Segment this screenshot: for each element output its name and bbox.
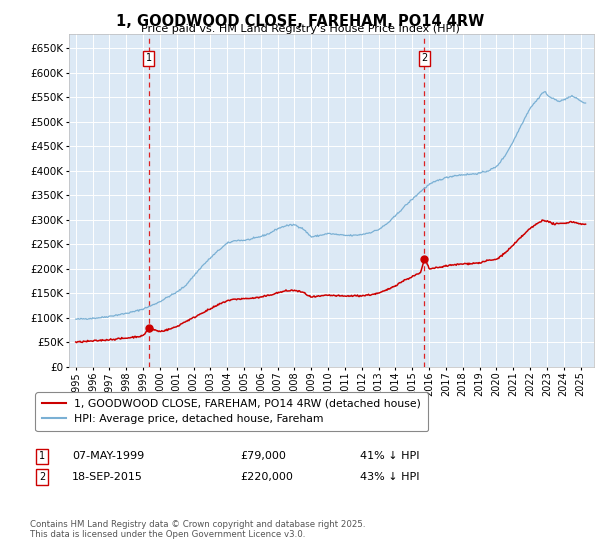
Text: 07-MAY-1999: 07-MAY-1999 (72, 451, 144, 461)
Text: £220,000: £220,000 (240, 472, 293, 482)
Legend: 1, GOODWOOD CLOSE, FAREHAM, PO14 4RW (detached house), HPI: Average price, detac: 1, GOODWOOD CLOSE, FAREHAM, PO14 4RW (de… (35, 393, 428, 431)
Text: Contains HM Land Registry data © Crown copyright and database right 2025.
This d: Contains HM Land Registry data © Crown c… (30, 520, 365, 539)
Text: 1: 1 (146, 53, 152, 63)
Text: £79,000: £79,000 (240, 451, 286, 461)
Text: 1, GOODWOOD CLOSE, FAREHAM, PO14 4RW: 1, GOODWOOD CLOSE, FAREHAM, PO14 4RW (116, 14, 484, 29)
Text: 1: 1 (39, 451, 45, 461)
Text: Price paid vs. HM Land Registry's House Price Index (HPI): Price paid vs. HM Land Registry's House … (140, 24, 460, 34)
Text: 41% ↓ HPI: 41% ↓ HPI (360, 451, 419, 461)
Text: 2: 2 (421, 53, 428, 63)
Text: 43% ↓ HPI: 43% ↓ HPI (360, 472, 419, 482)
Text: 18-SEP-2015: 18-SEP-2015 (72, 472, 143, 482)
Text: 2: 2 (39, 472, 45, 482)
